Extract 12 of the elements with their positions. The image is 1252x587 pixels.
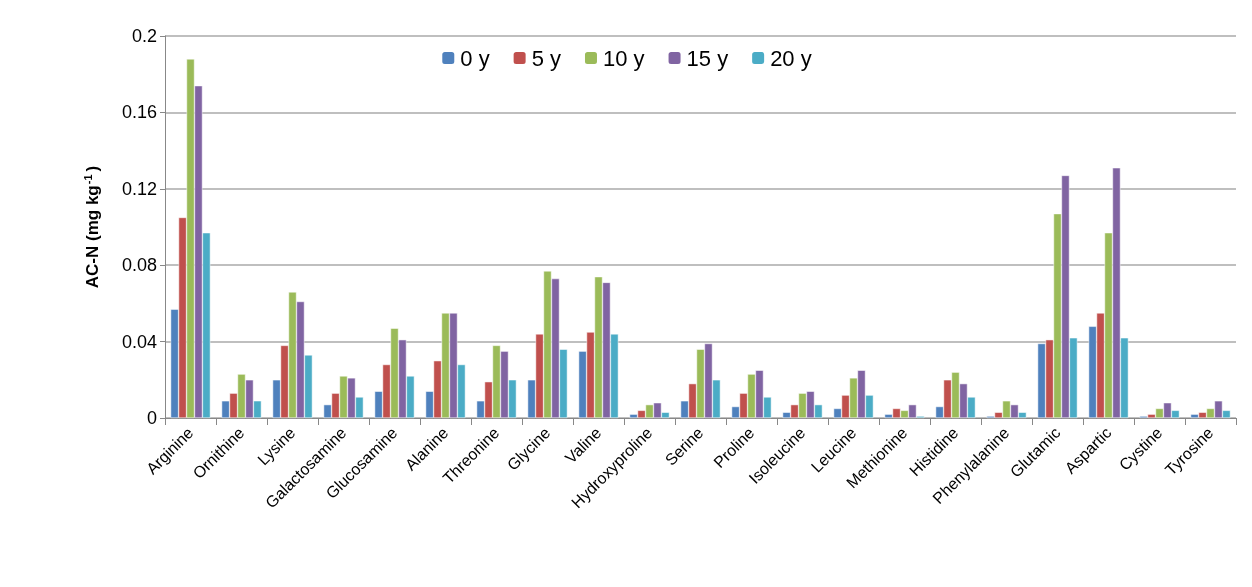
y-tick-label: 0: [146, 408, 157, 428]
legend-label: 15 y: [686, 45, 729, 71]
legend-label: 20 y: [770, 45, 812, 71]
y-tick-label: 0.04: [121, 331, 157, 352]
y-axis-title: AC-N (mg kg-1): [81, 165, 102, 289]
legend-label: 10 y: [602, 45, 645, 71]
legend-label: 5 y: [531, 45, 561, 71]
y-tick-label: 0.12: [121, 178, 157, 199]
y-tick-label: 0.16: [121, 102, 157, 123]
y-tick-label: 0.08: [121, 255, 157, 276]
y-tick-label: 0.2: [131, 26, 157, 46]
legend-label: 0 y: [460, 45, 490, 71]
